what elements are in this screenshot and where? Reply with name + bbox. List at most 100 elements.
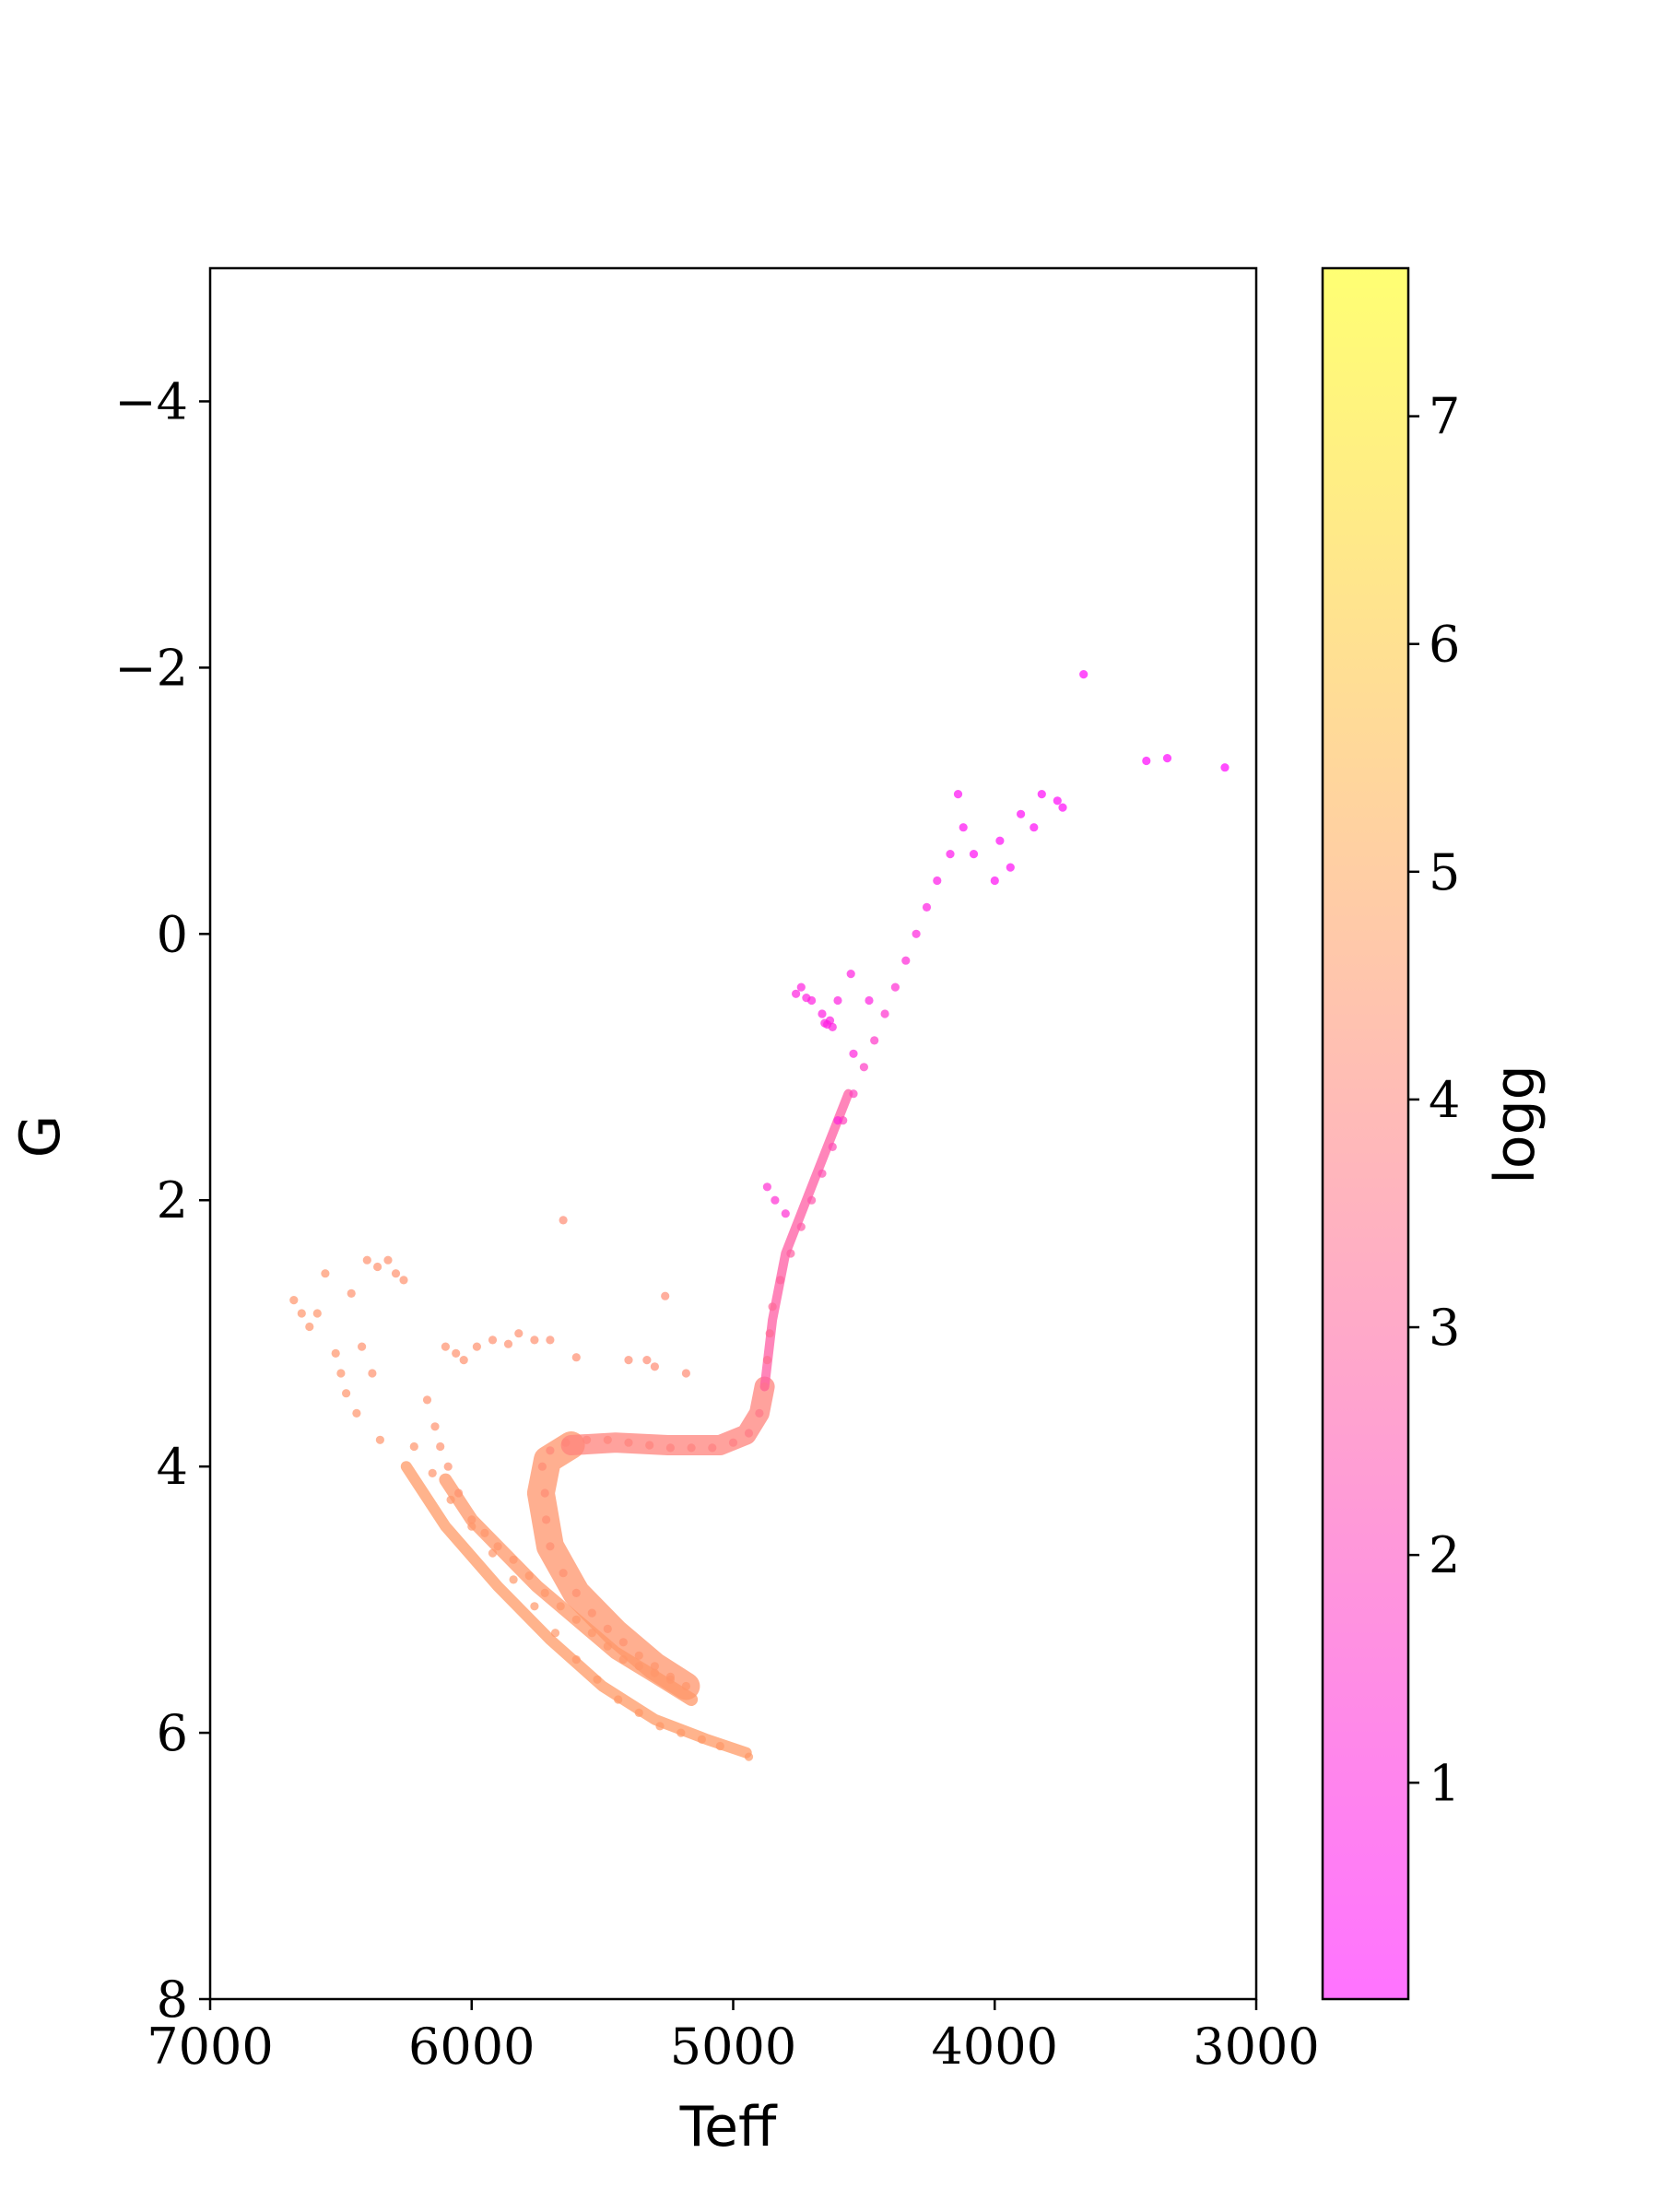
data-point xyxy=(428,1468,437,1477)
data-point xyxy=(768,1302,777,1312)
data-point xyxy=(1079,670,1088,679)
data-point xyxy=(559,1569,568,1578)
data-point xyxy=(645,1441,654,1450)
data-point xyxy=(665,1443,676,1453)
data-point xyxy=(409,1441,418,1452)
data-point xyxy=(603,1641,612,1651)
x-tick-label: 7000 xyxy=(147,2018,273,2076)
data-point xyxy=(373,1262,382,1272)
x-tick-label: 5000 xyxy=(670,2018,796,2076)
colorbar-tick-label: 7 xyxy=(1429,388,1460,446)
data-point xyxy=(655,1722,665,1731)
data-point xyxy=(849,1089,858,1099)
x-tick-label: 6000 xyxy=(408,2018,535,2076)
data-point xyxy=(503,1339,513,1348)
colorbar: 1 2 3 4 5 6 7 xyxy=(1321,266,1460,2001)
data-point xyxy=(556,1602,565,1611)
data-point xyxy=(559,1216,568,1225)
data-point xyxy=(582,1435,592,1444)
data-point xyxy=(642,1356,652,1365)
data-point xyxy=(650,1662,660,1671)
data-point xyxy=(1037,790,1046,799)
data-point xyxy=(677,1728,686,1737)
x-tick-label: 4000 xyxy=(932,2018,1058,2076)
colorbar-tick-label: 5 xyxy=(1429,843,1460,901)
data-point xyxy=(922,902,932,912)
y-tick-label: −2 xyxy=(114,639,188,697)
data-point xyxy=(480,1528,489,1537)
data-point xyxy=(833,995,842,1006)
colorbar-gradient xyxy=(1323,268,1408,1999)
plot-area xyxy=(210,268,1256,1999)
x-tick-label: 3000 xyxy=(1193,2018,1319,2076)
data-point xyxy=(833,1116,842,1125)
data-point xyxy=(661,1291,670,1300)
data-point xyxy=(825,1016,835,1025)
data-point xyxy=(786,1249,795,1258)
data-point xyxy=(762,1356,772,1365)
data-point xyxy=(603,1435,612,1444)
y-tick-label: 4 xyxy=(157,1438,188,1496)
data-point xyxy=(1030,823,1039,832)
data-point xyxy=(459,1356,468,1365)
data-point xyxy=(530,1335,539,1345)
data-point xyxy=(681,1369,691,1378)
data-point xyxy=(571,1615,581,1624)
data-point xyxy=(593,1675,602,1684)
data-point xyxy=(537,1462,547,1471)
data-point xyxy=(436,1441,445,1452)
data-point xyxy=(614,1695,623,1704)
data-point xyxy=(901,956,911,965)
data-point xyxy=(870,1036,879,1045)
data-point xyxy=(358,1342,367,1351)
data-point xyxy=(990,876,999,886)
data-point xyxy=(781,1209,790,1218)
data-point xyxy=(540,1488,549,1498)
data-point xyxy=(828,1142,837,1151)
data-point xyxy=(321,1269,330,1278)
y-tick-label: 2 xyxy=(157,1171,188,1230)
data-point xyxy=(362,1255,371,1265)
data-point xyxy=(755,1408,764,1418)
y-tick-label: 0 xyxy=(157,905,188,963)
data-point xyxy=(933,876,942,886)
colorbar-tick-label: 4 xyxy=(1429,1071,1460,1129)
data-point xyxy=(289,1296,299,1305)
data-point xyxy=(312,1309,322,1318)
data-point xyxy=(771,1195,780,1205)
data-point xyxy=(849,1049,858,1058)
data-point xyxy=(828,1022,837,1031)
colorbar-tick-label: 1 xyxy=(1429,1754,1460,1812)
data-point xyxy=(509,1555,518,1564)
data-point xyxy=(818,1009,827,1018)
data-point xyxy=(995,836,1005,845)
data-point xyxy=(452,1348,461,1358)
lower-sequence-band xyxy=(439,1473,699,1706)
data-point xyxy=(728,1438,738,1447)
data-point xyxy=(467,1515,477,1524)
data-point xyxy=(305,1322,314,1332)
colorbar-frame xyxy=(1321,266,1410,2001)
data-point xyxy=(969,850,979,859)
data-point xyxy=(352,1408,361,1418)
data-point xyxy=(1017,809,1026,818)
data-point xyxy=(687,1443,696,1453)
data-point xyxy=(618,1638,628,1647)
data-point xyxy=(1142,756,1151,766)
data-point xyxy=(561,1438,571,1447)
colorbar-tick-label: 2 xyxy=(1429,1526,1460,1584)
data-point xyxy=(493,1542,502,1551)
data-point xyxy=(441,1342,450,1351)
data-point xyxy=(796,982,806,992)
axes: 7000 6000 5000 4000 3000 −4 −2 0 2 4 6 8 xyxy=(114,266,1320,2076)
data-point xyxy=(744,1429,754,1438)
data-point xyxy=(846,970,855,979)
data-point xyxy=(336,1369,346,1378)
data-point xyxy=(859,1063,869,1072)
x-axis-title: Teff xyxy=(679,2095,778,2159)
data-point xyxy=(514,1329,524,1338)
y-tick-label: 8 xyxy=(157,1971,188,2029)
data-point xyxy=(443,1462,453,1471)
data-point xyxy=(776,1276,785,1285)
data-point xyxy=(634,1708,643,1717)
